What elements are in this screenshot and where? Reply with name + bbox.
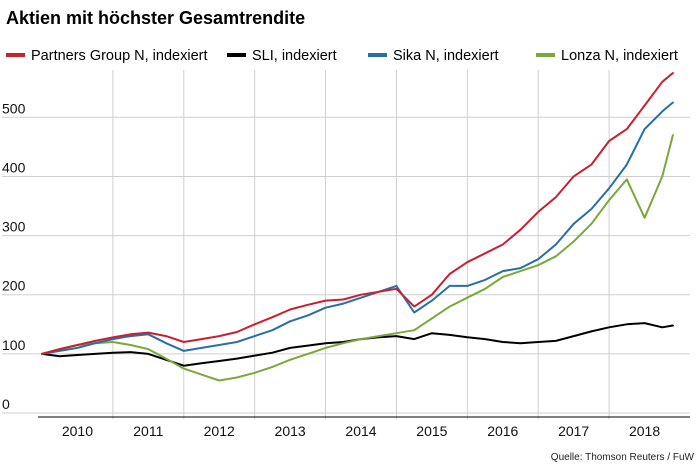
legend-entry-lonza: Lonza N, indexiert (536, 48, 678, 64)
source-note: Quelle: Thomson Reuters / FuW (551, 452, 695, 463)
y-tick-label-100: 100 (2, 337, 26, 353)
chart-title: Aktien mit höchster Gesamtrendite (6, 8, 305, 28)
y-tick-label-300: 300 (2, 219, 26, 235)
y-tick-label-400: 400 (2, 159, 26, 175)
legend-entry-partners: Partners Group N, indexiert (6, 48, 208, 64)
x-tick-label-2014: 2014 (345, 423, 376, 439)
legend-label-sika: Sika N, indexiert (393, 48, 499, 64)
legend-label-partners: Partners Group N, indexiert (31, 48, 208, 64)
x-axis-ticks: 2010 2011 2012 2013 2014 2015 2016 2017 2018 (62, 423, 660, 439)
x-tick-label-2013: 2013 (275, 423, 306, 439)
legend: Partners Group N, indexiert SLI, indexie… (6, 48, 678, 64)
y-tick-label-0: 0 (2, 396, 10, 412)
legend-label-sli: SLI, indexiert (252, 48, 337, 64)
legend-entry-sika: Sika N, indexiert (368, 48, 499, 64)
x-tick-label-2015: 2015 (416, 423, 447, 439)
series (41, 72, 674, 382)
series-line-lonza (41, 134, 674, 382)
x-tick-label-2010: 2010 (62, 423, 93, 439)
x-tick-label-2011: 2011 (133, 423, 163, 439)
x-tick-label-2018: 2018 (629, 423, 660, 439)
series-line-sika (41, 101, 674, 355)
grid (2, 70, 690, 419)
y-tick-label-200: 200 (2, 278, 26, 294)
y-axis-ticks: 0 100 200 300 400 500 (2, 100, 26, 412)
legend-label-lonza: Lonza N, indexiert (561, 48, 678, 64)
y-tick-label-500: 500 (2, 100, 26, 116)
x-tick-label-2016: 2016 (487, 423, 518, 439)
series-line-sli (41, 322, 674, 367)
x-tick-label-2017: 2017 (558, 423, 589, 439)
series-line-partners (41, 72, 674, 355)
legend-entry-sli: SLI, indexiert (227, 48, 337, 64)
x-tick-label-2012: 2012 (204, 423, 235, 439)
